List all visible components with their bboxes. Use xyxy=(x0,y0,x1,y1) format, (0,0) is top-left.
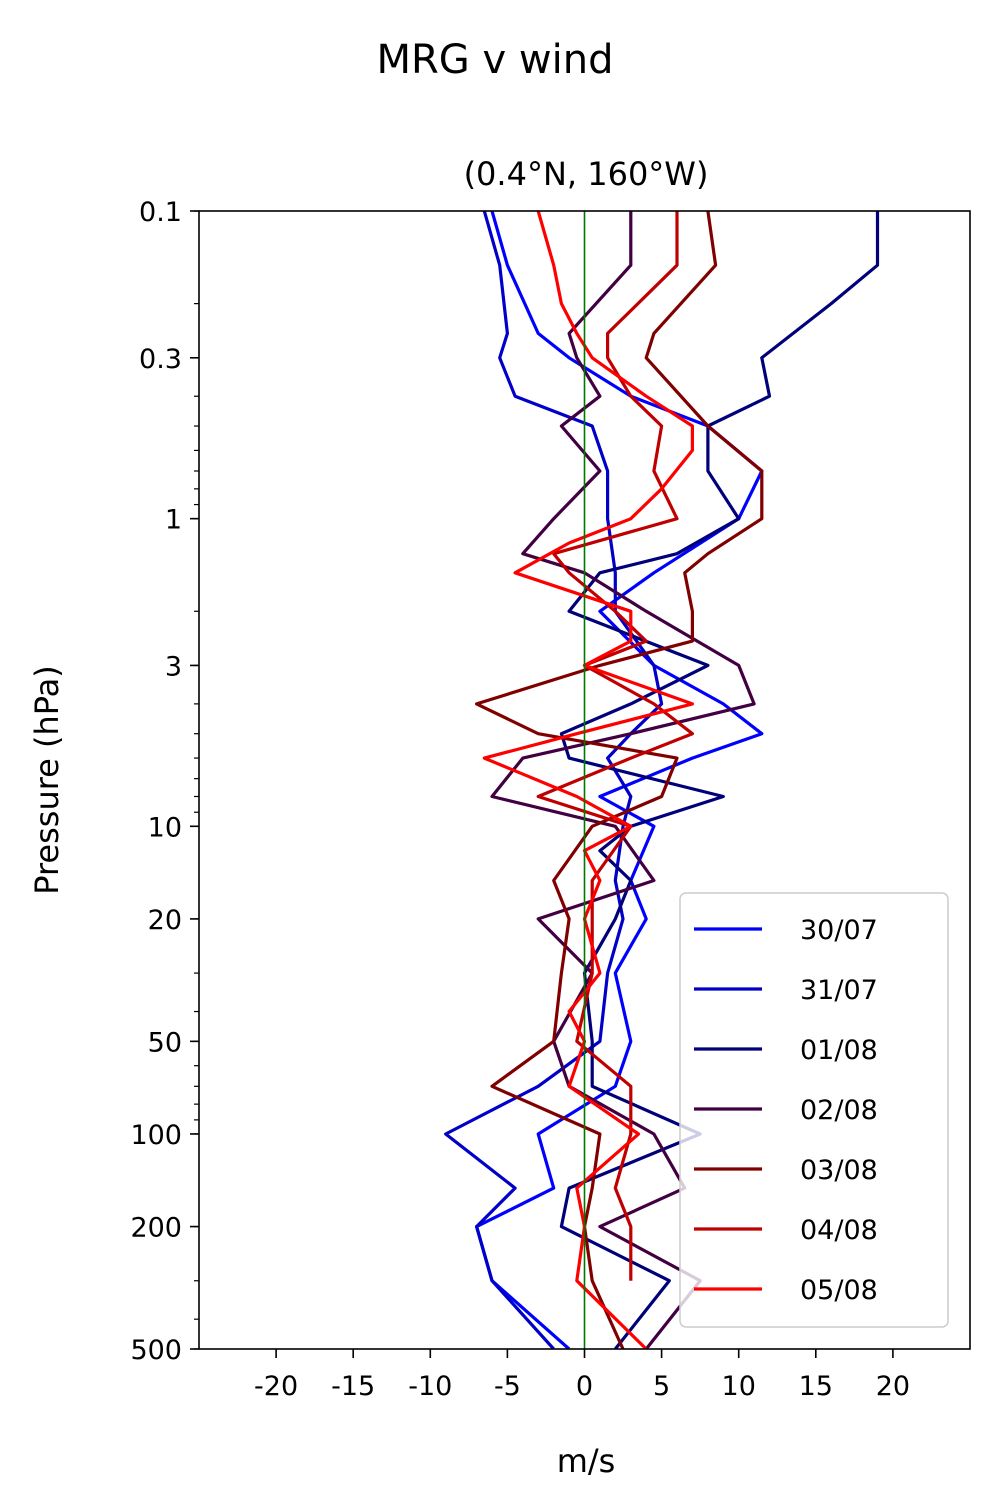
x-tick-label: 0 xyxy=(576,1371,593,1402)
series-line-30-07 xyxy=(475,211,764,1349)
x-tick-label: -15 xyxy=(331,1371,375,1402)
series-line-31-07 xyxy=(444,211,664,1349)
legend-label: 02/08 xyxy=(800,1095,878,1126)
legend-label: 05/08 xyxy=(800,1275,878,1306)
chart-title: MRG v wind xyxy=(377,37,614,83)
x-tick-label: 5 xyxy=(653,1371,670,1402)
y-tick-label: 0.1 xyxy=(139,197,182,228)
series-line-05-08 xyxy=(482,211,695,1349)
legend-label: 30/07 xyxy=(800,915,878,946)
legend-box xyxy=(679,892,949,1328)
series-layer xyxy=(444,211,880,1349)
legend: 30/07 31/07 01/08 02/08 03/08 04/08 05/08 xyxy=(679,892,949,1328)
x-tick-label: 20 xyxy=(876,1371,910,1402)
legend-label: 03/08 xyxy=(800,1155,878,1186)
x-axis-label: m/s xyxy=(557,1442,616,1480)
series-line-03-08 xyxy=(475,211,764,1349)
series-line-01-08 xyxy=(559,211,880,1349)
y-axis-label: Pressure (hPa) xyxy=(28,665,66,895)
series-line-02-08 xyxy=(490,211,756,1349)
x-tick-label: -10 xyxy=(408,1371,452,1402)
legend-label: 31/07 xyxy=(800,975,878,1006)
y-tick-label: 500 xyxy=(130,1335,182,1366)
y-tick-label: 100 xyxy=(130,1120,182,1151)
x-tick-label: -20 xyxy=(254,1371,298,1402)
x-tick-label: 10 xyxy=(722,1371,756,1402)
y-tick-label: 10 xyxy=(148,812,182,843)
y-tick-label: 1 xyxy=(165,505,182,536)
x-tick-label: -5 xyxy=(494,1371,521,1402)
x-tick-label: 15 xyxy=(799,1371,833,1402)
chart-subtitle: (0.4°N, 160°W) xyxy=(464,155,709,193)
y-tick-label: 200 xyxy=(130,1213,182,1244)
axis-layer: -20 -15 -10 -5 0 5 10 15 20 0.1 0.3 1 3 10 20 50 100 200 5… xyxy=(130,197,971,1402)
legend-label: 04/08 xyxy=(800,1215,878,1246)
series-line-04-08 xyxy=(536,211,695,1281)
y-tick-label: 0.3 xyxy=(139,344,182,375)
y-tick-label: 20 xyxy=(148,905,182,936)
y-tick-label: 50 xyxy=(148,1027,182,1058)
y-tick-label: 3 xyxy=(165,651,182,682)
legend-label: 01/08 xyxy=(800,1035,878,1066)
